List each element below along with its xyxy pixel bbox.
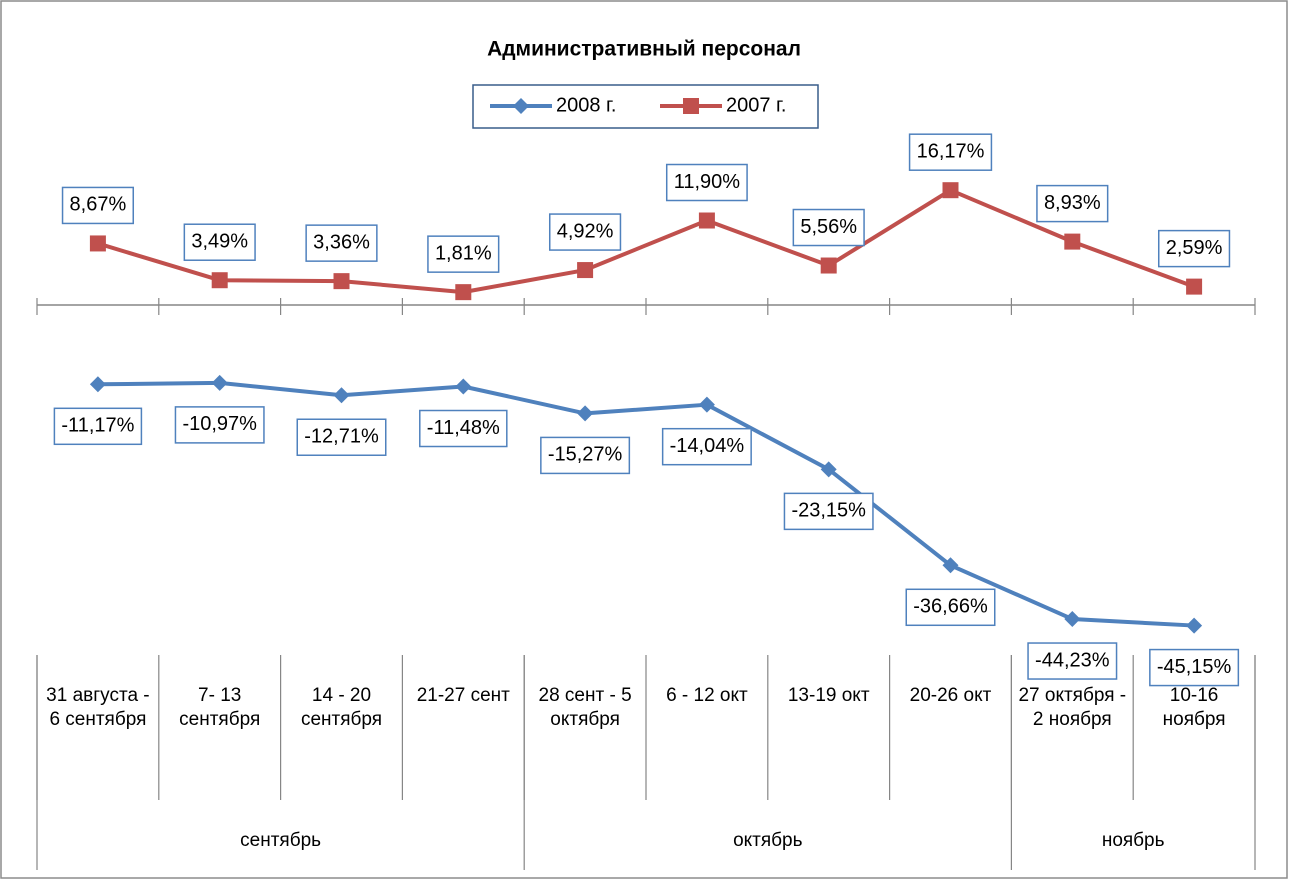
data-label-box — [783, 492, 874, 531]
data-label: -10,97% — [182, 413, 257, 435]
data-label-box — [661, 427, 752, 466]
data-label: 16,17% — [917, 140, 985, 162]
point — [333, 387, 350, 404]
data-label-box — [1157, 229, 1231, 268]
point — [577, 262, 594, 279]
data-label-box — [53, 407, 143, 446]
point — [820, 257, 837, 274]
data-label: 8,93% — [1044, 192, 1101, 214]
data-label: 8,67% — [70, 194, 127, 216]
point — [89, 376, 106, 393]
point — [211, 374, 228, 391]
data-label: -11,48% — [427, 417, 500, 439]
point — [89, 235, 106, 252]
data-label-box — [305, 224, 378, 262]
x-tick-label: 14 - 20 сентября — [300, 685, 383, 730]
data-label-box — [548, 213, 622, 251]
data-label: -45,15% — [1157, 656, 1232, 678]
legend-label: 2008 г. — [556, 94, 616, 116]
point — [942, 182, 959, 199]
x-tick-label: 13-19 окт — [787, 685, 870, 706]
point — [455, 378, 472, 395]
x-tick-label: 10-16 ноября — [1162, 685, 1226, 730]
point — [333, 273, 350, 290]
data-label: -23,15% — [791, 500, 866, 522]
chart-title: Административный персонал — [487, 38, 801, 61]
data-label-box — [540, 436, 631, 475]
point — [820, 461, 837, 478]
group-label: сентябрь — [240, 830, 322, 851]
data-label-box — [1149, 648, 1240, 687]
data-label-box — [792, 208, 865, 247]
point — [942, 557, 959, 574]
data-label: -15,27% — [548, 444, 623, 466]
data-label: -14,04% — [670, 435, 745, 457]
data-label: 5,56% — [800, 216, 857, 238]
data-label: -12,71% — [304, 426, 379, 448]
series-line — [97, 380, 1195, 628]
data-label: 2,59% — [1166, 237, 1223, 259]
data-label-box — [296, 418, 387, 456]
x-tick-label: 7- 13 сентября — [179, 685, 261, 730]
point — [1064, 233, 1081, 250]
data-label-box — [665, 163, 748, 202]
data-label-box — [183, 223, 256, 261]
data-label-box — [427, 235, 500, 273]
data-label-box — [905, 588, 996, 627]
x-tick-label: 6 - 12 окт — [666, 685, 748, 706]
point — [577, 405, 594, 422]
series-line — [97, 188, 1195, 295]
data-label-box — [61, 186, 135, 225]
x-tick-label: 20-26 окт — [909, 685, 992, 706]
data-label-box — [1036, 184, 1109, 223]
data-label-box — [174, 406, 265, 444]
data-label-box — [419, 409, 508, 448]
data-label-box — [908, 133, 993, 171]
data-label: -44,23% — [1035, 649, 1110, 671]
point — [698, 212, 715, 229]
data-label: 4,92% — [557, 220, 614, 242]
data-label-box — [1027, 642, 1118, 680]
point — [1064, 611, 1081, 628]
x-tick-label: 21-27 сент — [416, 685, 510, 706]
group-label: ноябрь — [1101, 830, 1165, 851]
data-label: -36,66% — [913, 596, 988, 618]
x-tick-label: 28 сент - 5 октября — [538, 685, 632, 730]
data-label: 1,81% — [435, 242, 492, 264]
legend-label: 2007 г. — [726, 94, 786, 116]
legend-marker — [513, 98, 529, 114]
x-tick-label: 31 августа - 6 сентября — [46, 685, 150, 730]
data-label: 11,90% — [674, 171, 741, 193]
x-tick-label: 27 октября - 2 ноября — [1018, 685, 1127, 730]
point — [1186, 617, 1203, 634]
data-label: 3,36% — [313, 231, 370, 253]
point — [455, 284, 472, 301]
legend-marker — [683, 98, 699, 114]
point — [1186, 278, 1203, 295]
data-label: -11,17% — [61, 415, 134, 437]
data-label: 3,49% — [191, 231, 248, 253]
group-label: октябрь — [733, 830, 803, 851]
point — [698, 396, 715, 413]
point — [211, 272, 228, 289]
